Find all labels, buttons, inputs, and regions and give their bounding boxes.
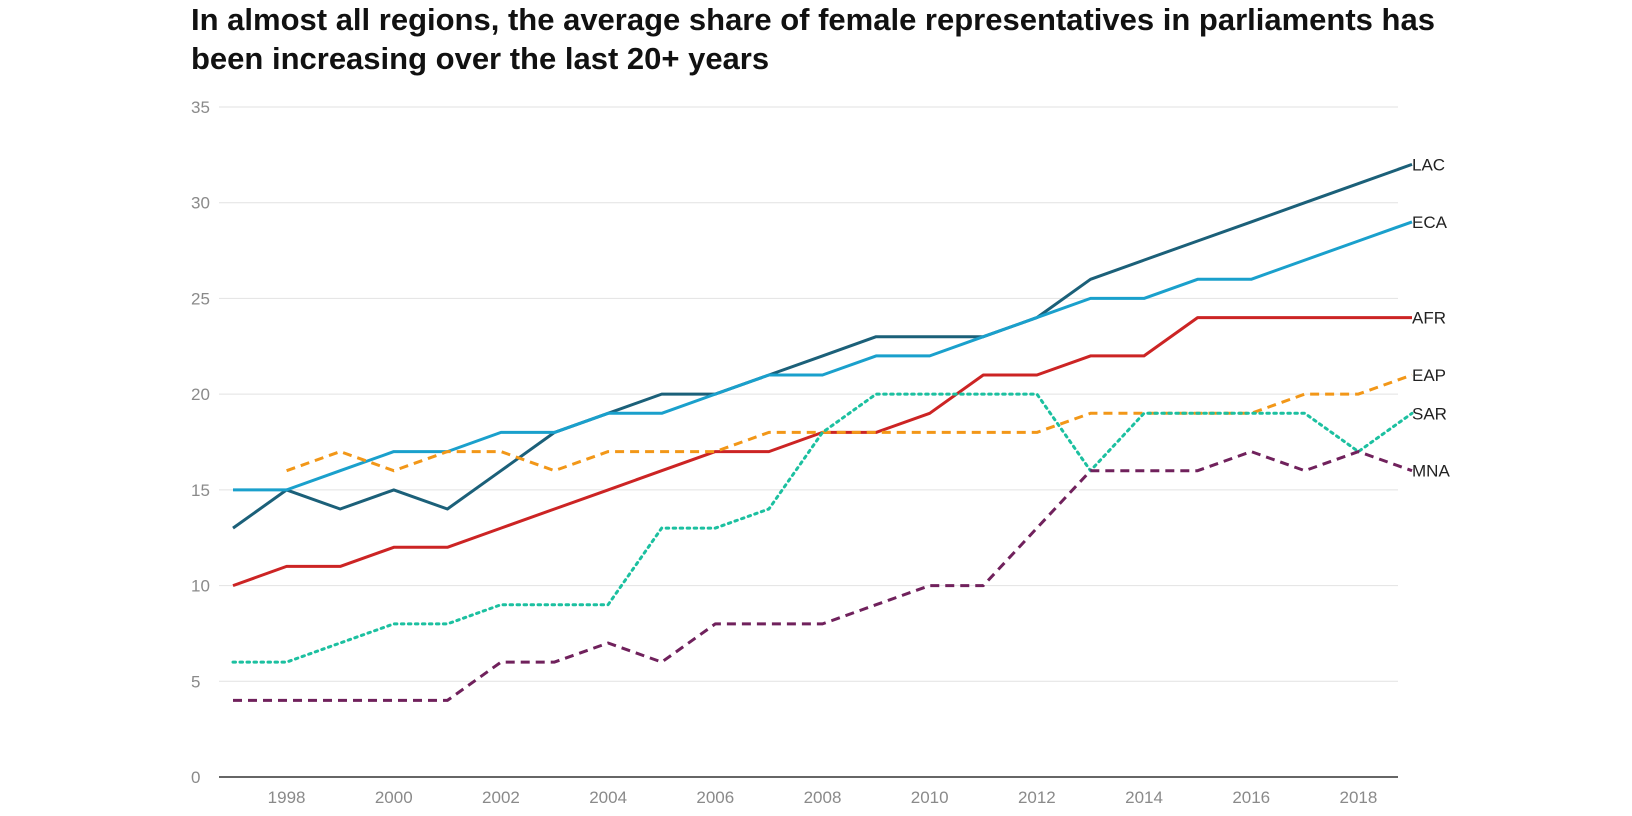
x-tick-label: 2002 bbox=[482, 788, 520, 807]
x-tick-label: 2010 bbox=[911, 788, 949, 807]
series-label-sar: SAR bbox=[1412, 404, 1447, 423]
x-tick-label: 2006 bbox=[696, 788, 734, 807]
y-tick-label: 10 bbox=[191, 577, 210, 596]
x-tick-label: 2004 bbox=[589, 788, 627, 807]
chart-title: In almost all regions, the average share… bbox=[191, 2, 1435, 76]
x-tick-label: 2012 bbox=[1018, 788, 1056, 807]
series-line-lac bbox=[232, 162, 1413, 530]
series-line-sar bbox=[231, 392, 1414, 664]
series-label-lac: LAC bbox=[1412, 155, 1445, 174]
series-label-afr: AFR bbox=[1412, 309, 1446, 328]
y-tick-label: 0 bbox=[191, 768, 200, 787]
series-lines bbox=[231, 162, 1414, 702]
x-tick-label: 1998 bbox=[268, 788, 306, 807]
x-tick-label: 2014 bbox=[1125, 788, 1163, 807]
gridlines bbox=[219, 106, 1398, 682]
y-axis-tick-labels: 0 5 10 15 20 25 30 35 bbox=[191, 98, 210, 787]
y-tick-label: 35 bbox=[191, 98, 210, 117]
x-axis-tick-labels: 1998 2000 2002 2004 2006 2008 2010 2012 2014 2016… bbox=[268, 788, 1378, 807]
series-end-labels: LAC ECA AFR EAP SAR MNA bbox=[1412, 155, 1450, 480]
series-label-eca: ECA bbox=[1412, 213, 1448, 232]
x-tick-label: 2008 bbox=[804, 788, 842, 807]
y-tick-label: 30 bbox=[191, 194, 210, 213]
series-line-eca bbox=[233, 220, 1413, 492]
y-tick-label: 25 bbox=[191, 289, 210, 308]
series-line-eap bbox=[286, 373, 1413, 473]
y-tick-label: 5 bbox=[191, 672, 200, 691]
series-label-eap: EAP bbox=[1412, 366, 1446, 385]
x-tick-label: 2018 bbox=[1339, 788, 1377, 807]
y-tick-label: 15 bbox=[191, 481, 210, 500]
series-line-mna bbox=[233, 450, 1413, 702]
series-label-mna: MNA bbox=[1412, 462, 1450, 481]
x-tick-label: 2000 bbox=[375, 788, 413, 807]
y-tick-label: 20 bbox=[191, 385, 210, 404]
x-tick-label: 2016 bbox=[1232, 788, 1270, 807]
